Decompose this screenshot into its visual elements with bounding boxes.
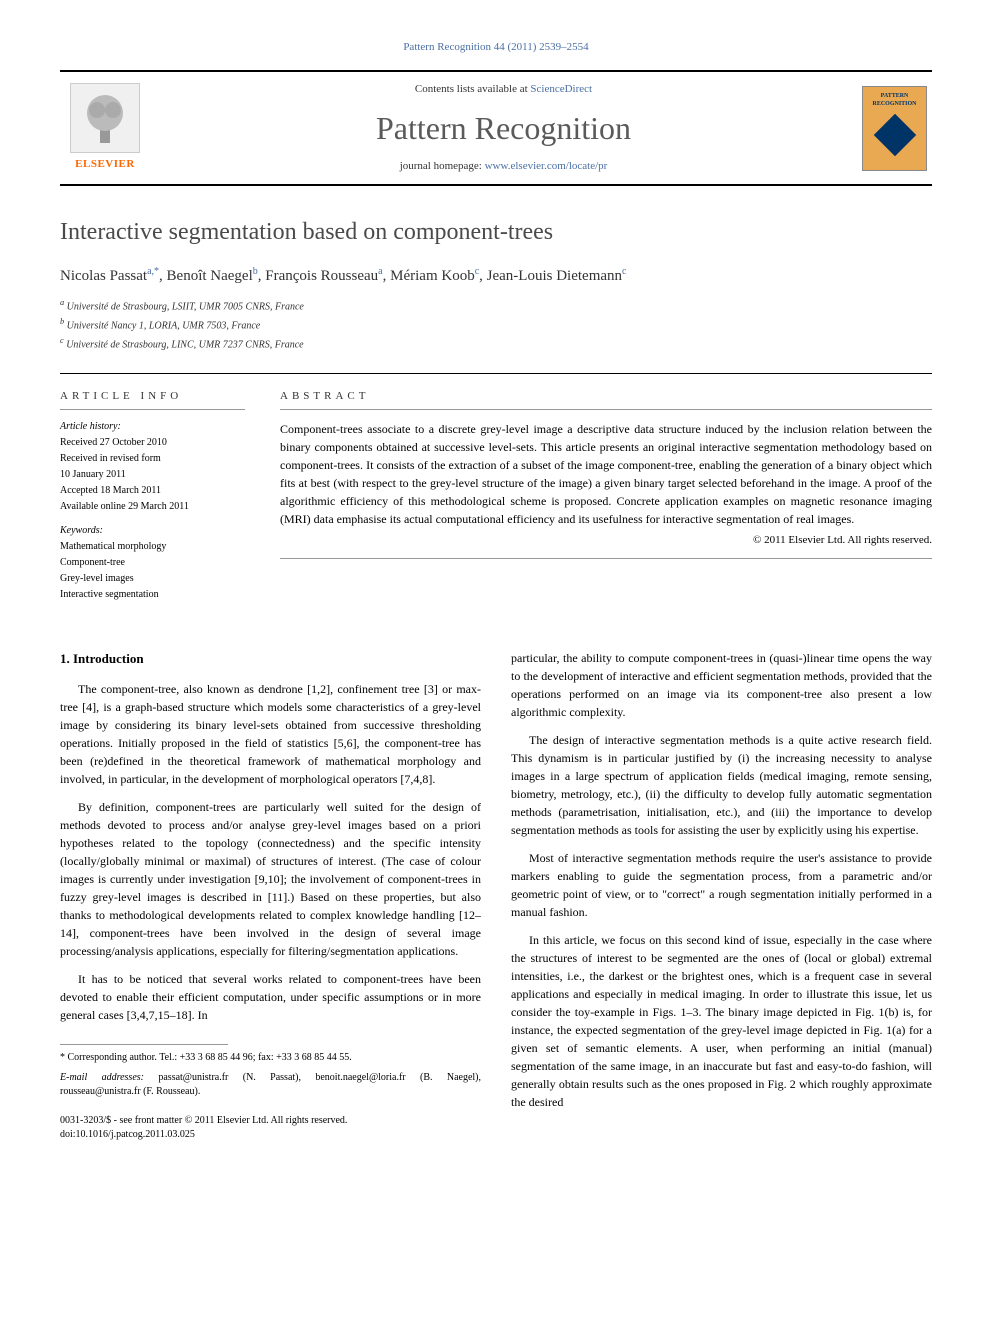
keyword-2: Grey-level images: [60, 572, 245, 586]
author-4-marker: c: [622, 266, 626, 277]
abstract-text: Component-trees associate to a discrete …: [280, 420, 932, 528]
affil-b-text: Université Nancy 1, LORIA, UMR 7503, Fra…: [67, 320, 261, 331]
cover-thumbnail: PATTERN RECOGNITION: [862, 86, 927, 171]
doi-line1: 0031-3203/$ - see front matter © 2011 El…: [60, 1114, 481, 1128]
elsevier-brand-text: ELSEVIER: [75, 157, 135, 172]
sciencedirect-link[interactable]: ScienceDirect: [530, 83, 592, 95]
para-6: Most of interactive segmentation methods…: [511, 849, 932, 921]
abstract-block: ABSTRACT Component-trees associate to a …: [260, 374, 932, 619]
info-heading: ARTICLE INFO: [60, 389, 245, 410]
para-1: The component-tree, also known as dendro…: [60, 680, 481, 788]
affil-c-marker: c: [60, 336, 64, 345]
article-info: ARTICLE INFO Article history: Received 2…: [60, 374, 260, 619]
keyword-0: Mathematical morphology: [60, 540, 245, 554]
homepage-prefix: journal homepage:: [400, 160, 485, 172]
author-3: Mériam Koob: [390, 268, 475, 284]
email-footnote: E-mail addresses: passat@unistra.fr (N. …: [60, 1071, 481, 1099]
elsevier-logo: ELSEVIER: [60, 72, 150, 184]
column-right: particular, the ability to compute compo…: [511, 649, 932, 1143]
doi-line2: doi:10.1016/j.patcog.2011.03.025: [60, 1128, 481, 1142]
author-0-marker: a,*: [147, 266, 159, 277]
abstract-divider: [280, 558, 932, 559]
abstract-heading: ABSTRACT: [280, 389, 932, 410]
para-4: particular, the ability to compute compo…: [511, 649, 932, 721]
keyword-1: Component-tree: [60, 556, 245, 570]
para-7: In this article, we focus on this second…: [511, 931, 932, 1111]
para-5: The design of interactive segmentation m…: [511, 731, 932, 839]
journal-citation[interactable]: Pattern Recognition 44 (2011) 2539–2554: [60, 40, 932, 55]
author-2-marker: a: [378, 266, 382, 277]
affiliation-b: b Université Nancy 1, LORIA, UMR 7503, F…: [60, 316, 932, 333]
copyright-line: © 2011 Elsevier Ltd. All rights reserved…: [280, 533, 932, 548]
author-1: Benoît Naegel: [167, 268, 253, 284]
affiliations: a Université de Strasbourg, LSIIT, UMR 7…: [60, 297, 932, 353]
contents-prefix: Contents lists available at: [415, 83, 530, 95]
banner-center: Contents lists available at ScienceDirec…: [150, 72, 857, 184]
homepage-link[interactable]: www.elsevier.com/locate/pr: [485, 160, 608, 172]
author-2: François Rousseau: [265, 268, 378, 284]
journal-banner: ELSEVIER Contents lists available at Sci…: [60, 70, 932, 186]
journal-cover: PATTERN RECOGNITION: [857, 72, 932, 184]
article-title: Interactive segmentation based on compon…: [60, 216, 932, 250]
corresponding-footnote: * Corresponding author. Tel.: +33 3 68 8…: [60, 1051, 481, 1065]
journal-title: Pattern Recognition: [170, 106, 837, 151]
history-2: 10 January 2011: [60, 468, 245, 482]
email-label: E-mail addresses:: [60, 1072, 144, 1083]
history-4: Available online 29 March 2011: [60, 500, 245, 514]
history-0: Received 27 October 2010: [60, 436, 245, 450]
cover-label: PATTERN RECOGNITION: [872, 92, 916, 109]
author-4: Jean-Louis Dietemann: [487, 268, 622, 284]
keyword-3: Interactive segmentation: [60, 588, 245, 602]
info-abstract-row: ARTICLE INFO Article history: Received 2…: [60, 373, 932, 619]
history-3: Accepted 18 March 2011: [60, 484, 245, 498]
footnote-divider: [60, 1044, 228, 1045]
para-2: By definition, component-trees are parti…: [60, 798, 481, 960]
doi-block: 0031-3203/$ - see front matter © 2011 El…: [60, 1114, 481, 1142]
authors-list: Nicolas Passata,*, Benoît Naegelb, Franç…: [60, 265, 932, 287]
affil-a-marker: a: [60, 298, 64, 307]
cover-diamond-icon: [873, 114, 915, 156]
body-columns: 1. Introduction The component-tree, also…: [60, 649, 932, 1143]
keywords-label: Keywords:: [60, 524, 245, 538]
affil-b-marker: b: [60, 317, 64, 326]
affil-c-text: Université de Strasbourg, LINC, UMR 7237…: [66, 340, 303, 351]
affil-a-text: Université de Strasbourg, LSIIT, UMR 700…: [67, 301, 304, 312]
para-3: It has to be noticed that several works …: [60, 970, 481, 1024]
author-3-marker: c: [475, 266, 479, 277]
homepage-line: journal homepage: www.elsevier.com/locat…: [170, 159, 837, 174]
affiliation-a: a Université de Strasbourg, LSIIT, UMR 7…: [60, 297, 932, 314]
elsevier-tree-icon: [70, 83, 140, 153]
section-1-heading: 1. Introduction: [60, 649, 481, 669]
affiliation-c: c Université de Strasbourg, LINC, UMR 72…: [60, 335, 932, 352]
column-left: 1. Introduction The component-tree, also…: [60, 649, 481, 1143]
author-1-marker: b: [253, 266, 258, 277]
history-label: Article history:: [60, 420, 245, 434]
contents-line: Contents lists available at ScienceDirec…: [170, 82, 837, 97]
author-0: Nicolas Passat: [60, 268, 147, 284]
history-1: Received in revised form: [60, 452, 245, 466]
